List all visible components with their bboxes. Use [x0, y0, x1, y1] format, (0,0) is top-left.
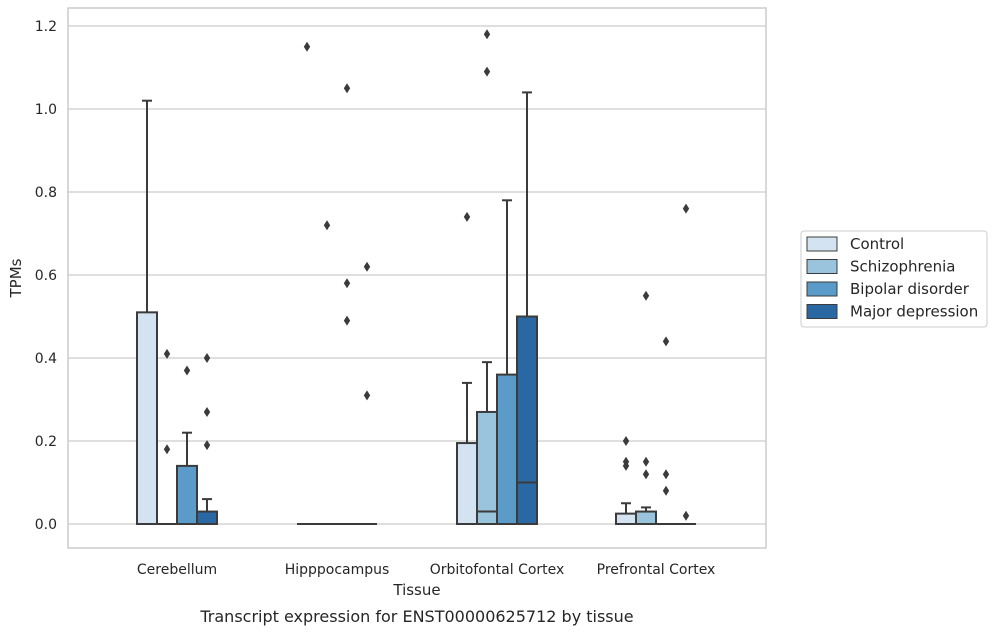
box-bipolar-disorder-cerebellum — [176, 365, 198, 525]
box-body — [516, 315, 538, 525]
box-control-orbitofontal-cortex — [456, 211, 478, 526]
y-tick-label: 0.0 — [35, 517, 57, 533]
x-tick-label: Hipppocampus — [285, 562, 390, 578]
box-bipolar-disorder-prefrontal-cortex — [656, 336, 676, 525]
y-tick-labels: 0.0 0.2 0.4 0.6 0.8 1.0 1.2 — [35, 19, 57, 533]
box-body — [176, 464, 198, 525]
legend: Control Schizophrenia Bipolar disorder Majo… — [800, 230, 988, 328]
legend-swatch — [806, 304, 838, 319]
outlier-point — [343, 83, 351, 94]
y-tick-label: 1.2 — [35, 19, 57, 35]
box-major-depression-orbitofontal-cortex — [516, 91, 538, 525]
x-tick-label: Prefrontal Cortex — [597, 562, 716, 578]
outlier-point — [622, 460, 630, 471]
box-body — [496, 373, 518, 525]
box-control-hipppocampus — [297, 41, 317, 525]
x-tick-label: Orbitofontal Cortex — [430, 562, 565, 578]
outlier-point — [203, 353, 211, 363]
legend-label: Schizophrenia — [850, 258, 955, 276]
box-bipolar-disorder-orbitofontal-cortex — [496, 199, 518, 525]
boxes — [136, 29, 696, 526]
box-major-depression-cerebellum — [196, 353, 218, 525]
outlier-point — [323, 220, 331, 231]
outlier-point — [662, 485, 670, 496]
box-schizophrenia-prefrontal-cortex — [635, 290, 657, 525]
outlier-point — [622, 436, 630, 446]
outlier-point — [642, 456, 650, 467]
box-body — [136, 311, 158, 525]
chart-caption: Transcript expression for ENST0000062571… — [199, 607, 633, 626]
outlier-point — [682, 203, 690, 214]
x-tick-label: Cerebellum — [137, 562, 217, 578]
plot-background — [68, 8, 766, 548]
y-tick-label: 0.6 — [35, 268, 57, 284]
outlier-point — [363, 261, 371, 272]
box-schizophrenia-hipppocampus — [317, 220, 337, 525]
outlier-point — [483, 29, 491, 40]
legend-swatch — [806, 259, 838, 274]
outlier-point — [203, 440, 211, 451]
box-body — [196, 510, 218, 525]
outlier-point — [183, 365, 191, 376]
box-bipolar-disorder-hipppocampus — [337, 83, 357, 525]
box-body — [456, 442, 478, 526]
outlier-point — [163, 348, 171, 359]
plot-frame — [67, 7, 767, 549]
y-tick-label: 0.8 — [35, 185, 57, 201]
outlier-point — [483, 66, 491, 77]
outlier-point — [642, 469, 650, 480]
box-body — [635, 510, 657, 525]
y-axis-label: TPMs — [7, 258, 25, 298]
outlier-point — [163, 444, 171, 455]
outlier-point — [463, 211, 471, 222]
y-tick-label: 0.2 — [35, 434, 57, 450]
outlier-point — [303, 41, 311, 52]
outlier-point — [662, 469, 670, 480]
x-axis-label: Tissue — [392, 581, 440, 599]
legend-frame — [800, 230, 988, 328]
y-tick-label: 1.0 — [35, 102, 57, 118]
box-major-depression-hipppocampus — [357, 261, 377, 525]
outlier-point — [682, 510, 690, 521]
outlier-point — [662, 336, 670, 347]
x-tick-labels: Cerebellum Hipppocampus Orbitofontal Corte… — [137, 562, 715, 578]
outlier-point — [343, 278, 351, 289]
box-schizophrenia-cerebellum — [157, 348, 177, 525]
outlier-point — [363, 390, 371, 401]
box-body — [476, 410, 498, 526]
box-major-depression-prefrontal-cortex — [676, 203, 696, 525]
outlier-point — [343, 315, 351, 326]
legend-swatch — [806, 236, 838, 252]
y-tick-label: 0.4 — [35, 351, 57, 367]
legend-label: Major depression — [850, 303, 978, 321]
box-schizophrenia-orbitofontal-cortex — [476, 29, 498, 526]
legend-label: Control — [850, 235, 904, 253]
box-body — [615, 512, 637, 525]
outlier-point — [642, 290, 650, 301]
legend-swatch — [806, 281, 838, 297]
box-control-cerebellum — [136, 99, 158, 525]
outlier-point — [203, 406, 211, 417]
y-grid — [68, 25, 766, 525]
legend-label: Bipolar disorder — [850, 280, 970, 298]
